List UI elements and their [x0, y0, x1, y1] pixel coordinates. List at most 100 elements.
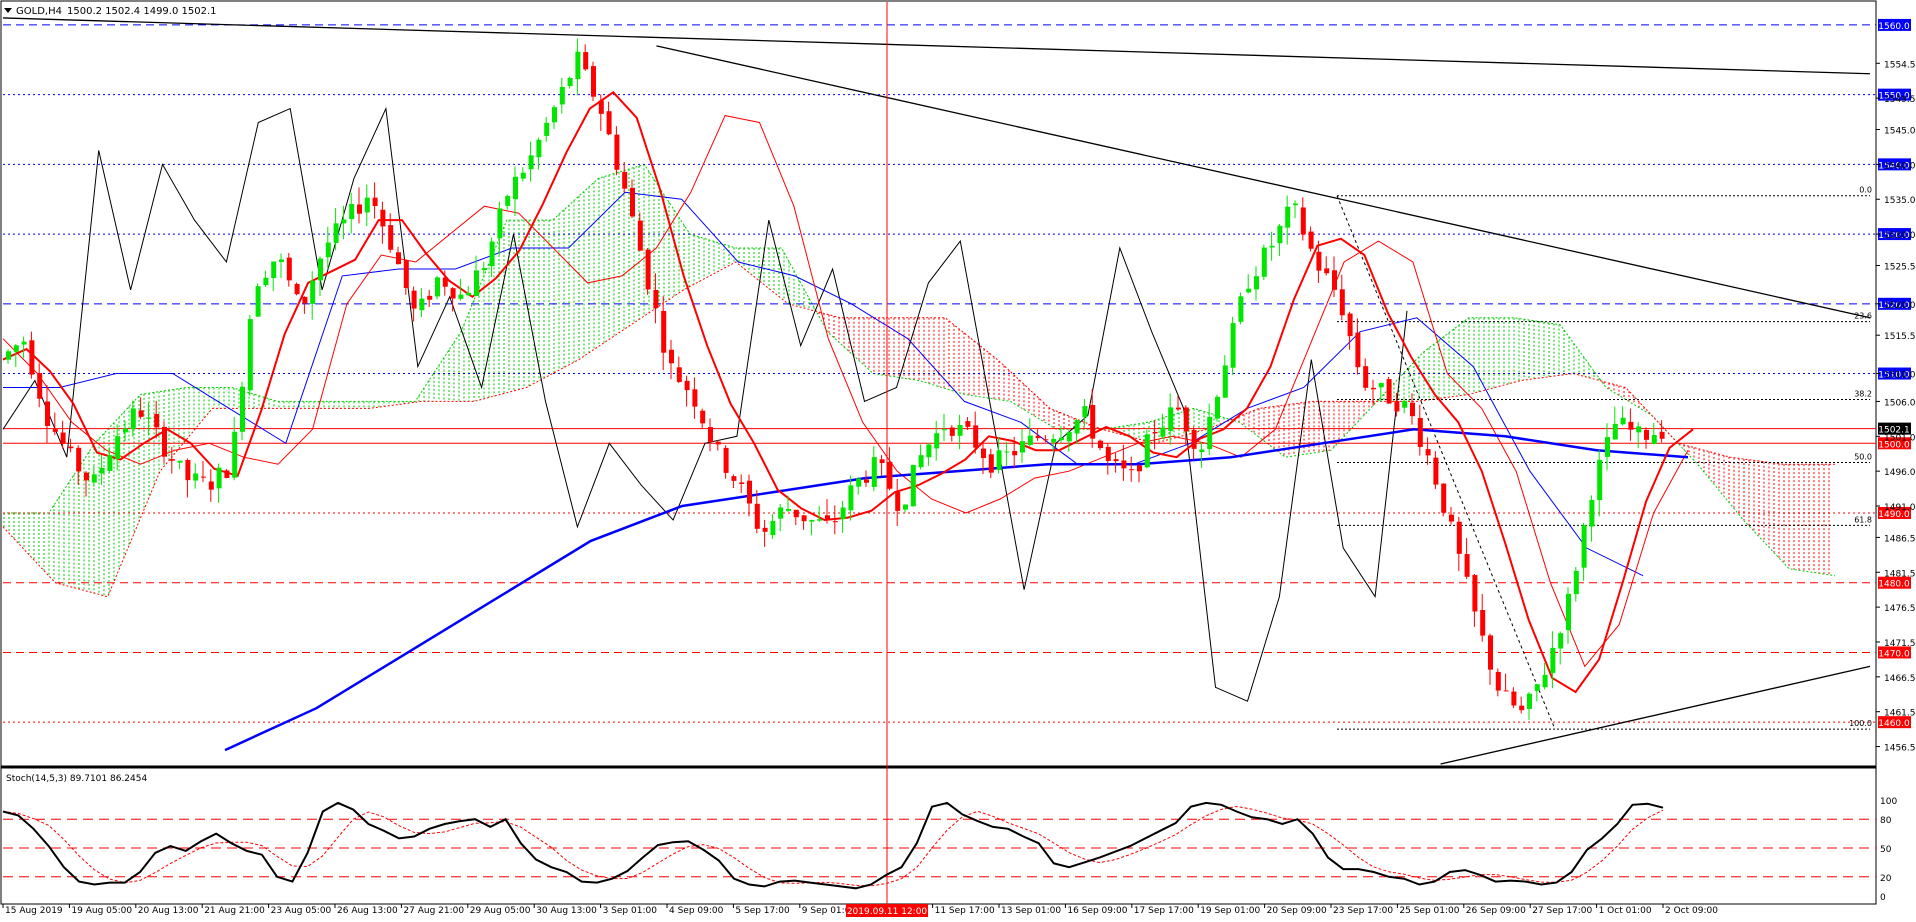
candle-bear [700, 410, 706, 424]
candle-bear [1503, 690, 1509, 692]
candle-bull [552, 107, 557, 123]
candle-bear [1098, 440, 1103, 449]
price-axis: 1554.5 1549.5 1545.0 1540.0 1535.0 1530.0 1525… [1876, 60, 1916, 754]
candle-bear [825, 515, 830, 520]
stoch-tick-label: 100 [1880, 797, 1897, 807]
candle-bear [988, 454, 994, 473]
candle-bear [29, 340, 35, 375]
candle-bear [201, 476, 206, 478]
price-tick-label: 1471.5 [1884, 639, 1916, 649]
candle-bear [661, 310, 667, 353]
candle-bull [536, 139, 542, 158]
time-tick-label: 13 Sep 01:00 [1001, 906, 1061, 916]
time-tick-label: 19 Aug 05:00 [71, 906, 132, 916]
time-tick-label: 27 Aug 21:00 [403, 906, 464, 916]
candle-bear [949, 427, 955, 436]
horizontal-levels: 1560.0 1550.0 1540.0 1530.0 1520.0 1510.0 1500… [3, 18, 1911, 729]
candle-bull [1402, 400, 1408, 408]
candle-bear [614, 134, 620, 170]
candle-bull [107, 455, 113, 471]
candle-bear [154, 413, 160, 428]
candle-bear [162, 426, 167, 457]
candle-bull [1293, 203, 1298, 206]
time-tick-label: 15 Aug 2019 [5, 906, 63, 916]
candle-bull [910, 464, 916, 507]
candle-bear [1347, 313, 1353, 337]
time-tick-label: 23 Sep 17:00 [1333, 906, 1393, 916]
candle-bear [302, 296, 308, 304]
candle-bull [778, 507, 784, 519]
crosshair-time-tag [846, 904, 928, 917]
candle-bear [1659, 431, 1665, 439]
level-tag-blue [1878, 88, 1911, 101]
stoch-tick-label: 20 [1880, 874, 1892, 884]
candle-bear [1355, 332, 1361, 368]
candle-bull [817, 519, 823, 521]
candle-bull [91, 474, 97, 483]
senkou-span-b [2, 261, 1835, 598]
candle-bear [68, 446, 74, 449]
candle-bear [591, 66, 596, 97]
candle-bull [123, 428, 128, 433]
candle-bull [232, 431, 238, 478]
candle-bear [450, 288, 456, 299]
candle-bull [871, 457, 877, 487]
candle-bull [1144, 434, 1150, 468]
candle-bull [1285, 206, 1291, 228]
candle-bear [45, 401, 50, 426]
triangle-down-icon[interactable] [4, 8, 12, 13]
current-price-label: 1502.1 [1878, 426, 1910, 436]
ohlc-label: 1500.2 1502.4 1499.0 1502.1 [67, 6, 217, 17]
candle-bull [1168, 407, 1174, 431]
candle-bear [747, 480, 752, 504]
candle-bull [575, 51, 581, 80]
candle-bear [84, 472, 89, 481]
candle-bull [1230, 323, 1236, 368]
level-tag-blue [1878, 367, 1911, 380]
candle-bull [193, 473, 199, 481]
time-tick-label: 5 Sep 17:00 [735, 906, 790, 916]
level-tag-blue [1878, 158, 1911, 171]
symbol-label: GOLD,H4 [16, 6, 62, 17]
price-tick-label: 1491.0 [1884, 503, 1916, 513]
candle-bull [1020, 441, 1025, 453]
candle-bull [1261, 247, 1267, 277]
candle-bull [1542, 674, 1548, 688]
level-tag-label: 1480.0 [1878, 580, 1910, 590]
level-tag-label: 1490.0 [1878, 510, 1910, 520]
candle-bull [1534, 684, 1540, 691]
price-tick-label: 1530.0 [1884, 231, 1916, 241]
price-tick-label: 1545.0 [1884, 127, 1916, 137]
candle-bull [926, 444, 932, 458]
candle-bear [676, 367, 682, 382]
time-tick-label: 19 Sep 01:00 [1200, 906, 1260, 916]
candle-bear [653, 289, 659, 309]
candle-bear [669, 349, 674, 364]
time-tick-label: 30 Aug 13:00 [536, 906, 597, 916]
candle-bear [832, 521, 838, 523]
short-moving-average [2, 90, 1694, 694]
price-tick-label: 1501.0 [1884, 433, 1916, 443]
candle-bear [1339, 289, 1345, 316]
candle-bull [325, 242, 331, 258]
level-tag-label: 1560.0 [1878, 22, 1910, 32]
candle-bull [1082, 406, 1088, 418]
candle-bull [848, 485, 854, 511]
candle-bear [684, 380, 690, 391]
candle-bear [1137, 465, 1142, 472]
candle-bull [957, 424, 963, 436]
candle-bear [388, 225, 394, 250]
candle-bear [403, 260, 409, 288]
candle-bear [754, 503, 760, 529]
price-tick-label: 1466.5 [1884, 674, 1916, 684]
candle-bear [1316, 251, 1322, 271]
candle-bear [1332, 270, 1337, 290]
level-tag-label: 1540.0 [1878, 161, 1910, 171]
candle-bear [1456, 521, 1462, 554]
time-tick-label: 3 Sep 01:00 [603, 906, 658, 916]
candle-bull [364, 197, 370, 213]
candle-bull [99, 467, 105, 474]
candle-bull [505, 196, 511, 206]
